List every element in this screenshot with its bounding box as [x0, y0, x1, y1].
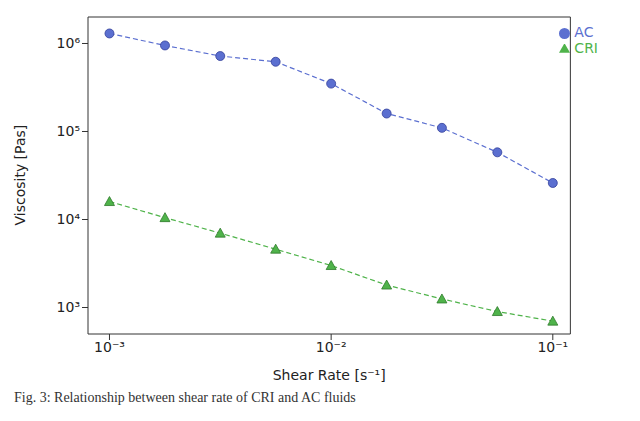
html-text:AC: AC [574, 24, 594, 40]
svg-text:10⁵: 10⁵ [57, 123, 80, 139]
svg-text:10³: 10³ [57, 299, 80, 315]
html-text:CRI: CRI [574, 40, 598, 56]
svg-text:Viscosity [Pas]: Viscosity [Pas] [12, 125, 28, 226]
svg-text:10⁻¹: 10⁻¹ [537, 339, 568, 355]
svg-text:10⁻²: 10⁻² [316, 339, 347, 355]
svg-text:10⁻³: 10⁻³ [94, 339, 125, 355]
svg-text:10⁶: 10⁶ [57, 35, 81, 51]
svg-text:Shear Rate [s⁻¹]: Shear Rate [s⁻¹] [273, 367, 386, 383]
svg-text:10⁴: 10⁴ [57, 211, 81, 227]
html-text:Fig. 3: Relationship between s: Fig. 3: Relationship between shear rate … [14, 390, 356, 405]
